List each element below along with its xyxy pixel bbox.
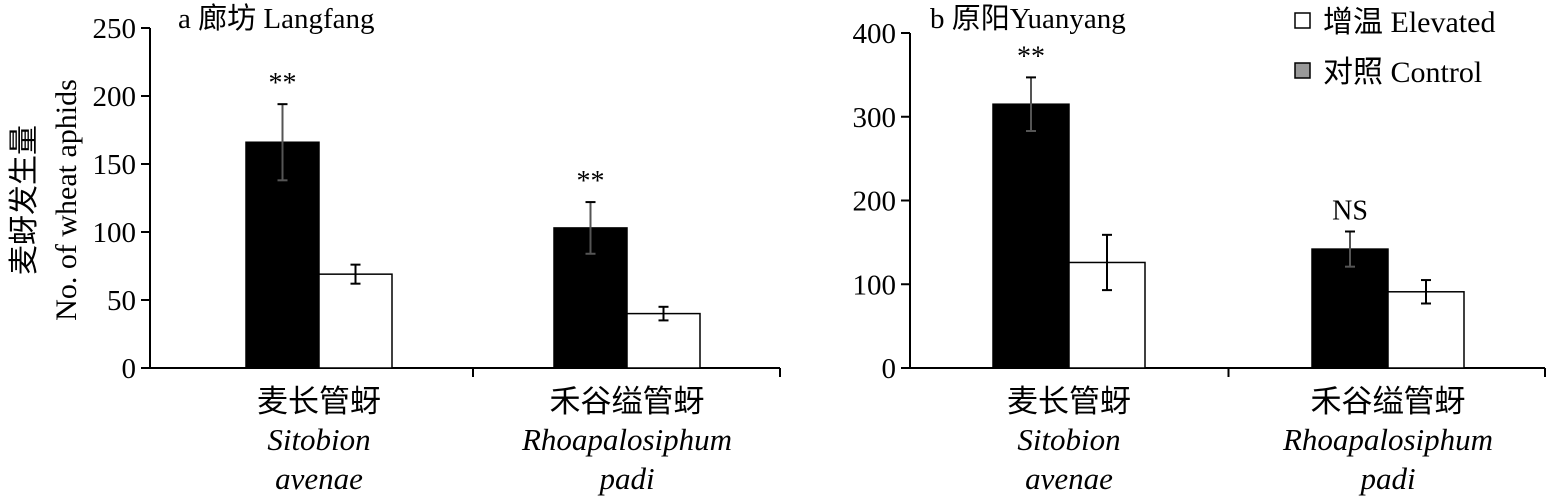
category-label-cn: 麦长管蚜	[1007, 384, 1131, 420]
y-tick-label: 0	[882, 353, 897, 385]
y-tick-label: 200	[93, 81, 137, 113]
y-tick-label: 0	[122, 353, 137, 385]
category-label-species: padi	[1358, 461, 1415, 496]
significance-label: **	[577, 166, 605, 197]
panel-title: b 原阳Yuanyang	[930, 3, 1126, 35]
category-label-species: avenae	[275, 461, 363, 496]
significance-label: **	[269, 68, 297, 99]
y-tick-label: 100	[853, 269, 897, 301]
bar	[992, 103, 1070, 369]
legend: 增温 Elevated 对照 Control	[1294, 6, 1495, 89]
legend-label-control: 对照 Control	[1323, 56, 1482, 89]
category-label-species: Rhoapalosiphum	[1282, 422, 1493, 457]
y-tick-label: 50	[107, 285, 136, 317]
y-axis-title-en: No. of wheat aphids	[50, 79, 83, 321]
category-label-species: Rhoapalosiphum	[521, 422, 732, 457]
bar	[626, 312, 701, 369]
panel-a: a 廊坊 Langfang 0 50 100 150 200 250 ** 麦长管蚜Sitobi…	[93, 2, 781, 496]
legend-label-elevated: 增温 Elevated	[1323, 6, 1495, 39]
y-axis-title-cn: 麦蚜发生量	[7, 125, 42, 275]
category-label-species: padi	[597, 461, 654, 496]
y-tick-label: 200	[853, 186, 897, 218]
category-label-species: Sitobion	[267, 422, 370, 457]
bar	[1311, 248, 1389, 369]
legend-swatch-control	[1294, 62, 1311, 79]
category-label-species: Sitobion	[1017, 422, 1120, 457]
category-label-cn: 禾谷缢管蚜	[550, 384, 705, 420]
category-label-cn: 禾谷缢管蚜	[1311, 384, 1466, 420]
y-tick-label: 250	[93, 13, 137, 45]
y-tick-label: 100	[93, 217, 137, 249]
y-tick-label: 400	[853, 18, 897, 50]
category-label-species: avenae	[1025, 461, 1113, 496]
bar	[318, 273, 393, 369]
significance-label: NS	[1332, 195, 1368, 226]
panel-title: a 廊坊 Langfang	[178, 2, 375, 35]
y-tick-label: 300	[853, 102, 897, 134]
y-tick-label: 150	[93, 149, 137, 181]
legend-swatch-elevated	[1294, 12, 1311, 29]
category-label-cn: 麦长管蚜	[257, 384, 381, 420]
y-axis-title: 麦蚜发生量 No. of wheat aphids	[7, 79, 83, 321]
significance-label: **	[1017, 41, 1045, 72]
